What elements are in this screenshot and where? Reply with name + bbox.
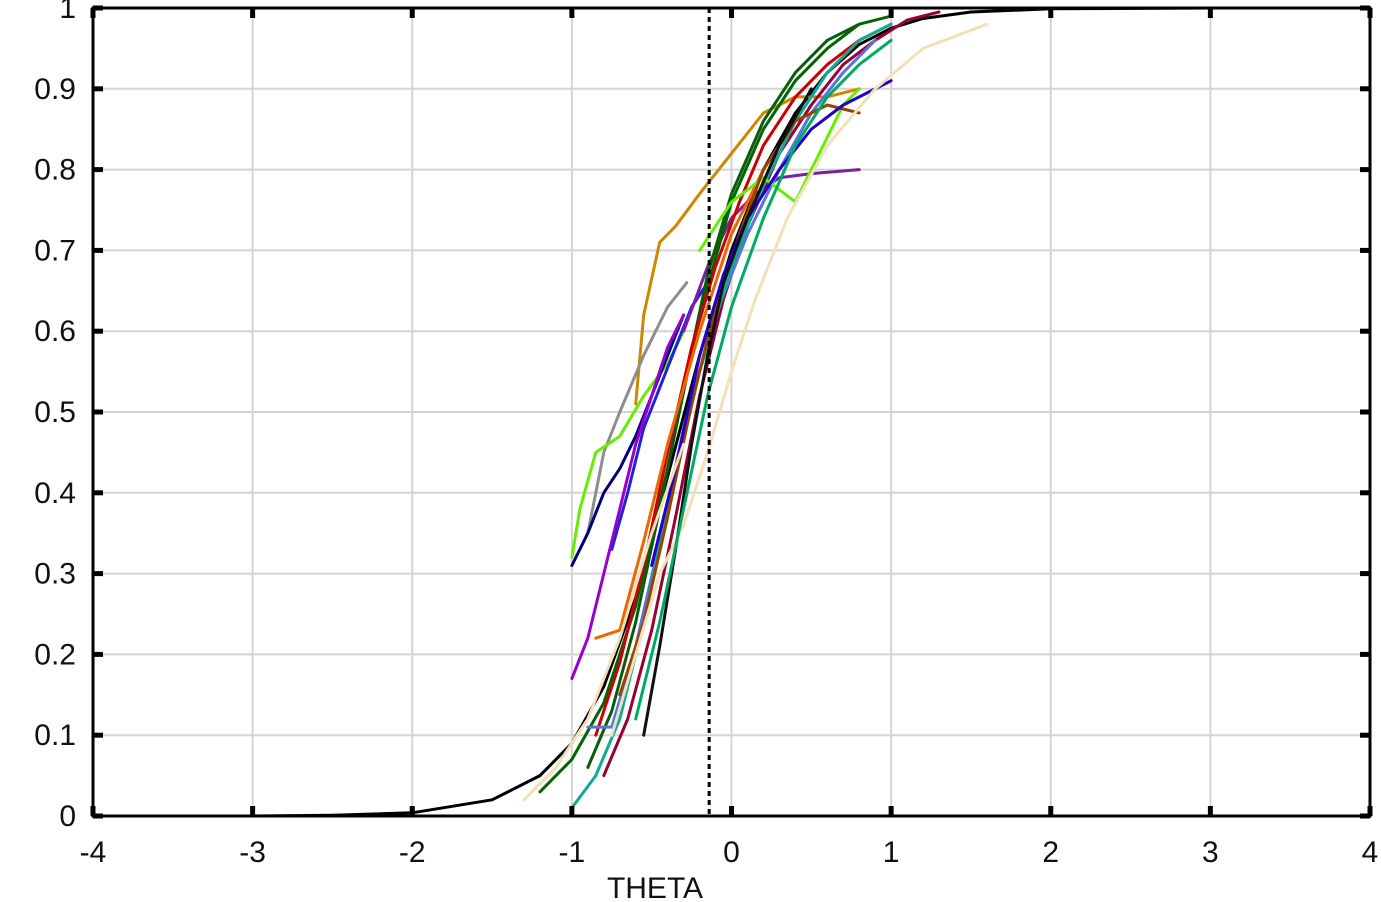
series-line bbox=[698, 87, 861, 252]
y-tick-label: 0.2 bbox=[34, 638, 76, 671]
x-tick-label: 1 bbox=[883, 836, 900, 869]
y-tick-label: 0.5 bbox=[34, 396, 76, 429]
y-tick-label: 0.6 bbox=[34, 315, 76, 348]
y-tick-label: 0.7 bbox=[34, 234, 76, 267]
x-tick-label: -1 bbox=[559, 836, 586, 869]
y-tick-label: 0.9 bbox=[34, 73, 76, 106]
y-tick-label: 1 bbox=[59, 0, 76, 25]
y-tick-label: 0.3 bbox=[34, 558, 76, 591]
y-tick-label: 0.4 bbox=[34, 477, 76, 510]
x-tick-label: -4 bbox=[80, 836, 107, 869]
x-tick-label: 2 bbox=[1042, 836, 1059, 869]
x-tick-label: -3 bbox=[239, 836, 266, 869]
y-tick-label: 0.8 bbox=[34, 154, 76, 187]
x-axis-title: THETA bbox=[607, 872, 703, 902]
y-tick-label: 0.1 bbox=[34, 719, 76, 752]
series-line bbox=[642, 87, 813, 737]
x-tick-label: 3 bbox=[1202, 836, 1219, 869]
series-line bbox=[522, 442, 686, 802]
x-tick-label: 0 bbox=[723, 836, 740, 869]
y-tick-labels: 0 0.1 0.2 0.3 0.4 0.5 0.6 0.7 0.8 0.9 1 bbox=[34, 0, 76, 833]
series-line bbox=[570, 313, 686, 681]
series-line bbox=[594, 22, 893, 737]
series-line bbox=[570, 313, 686, 567]
series-line bbox=[586, 281, 689, 535]
series-line bbox=[570, 329, 686, 559]
series-line bbox=[586, 22, 861, 769]
tick-marks bbox=[90, 5, 1373, 819]
series-line bbox=[634, 38, 893, 721]
series-line bbox=[610, 22, 989, 737]
series-line bbox=[538, 14, 893, 794]
x-tick-label: -2 bbox=[399, 836, 426, 869]
y-tick-label: 0 bbox=[59, 800, 76, 833]
x-tick-label: 4 bbox=[1362, 836, 1379, 869]
series-layer bbox=[91, 6, 1372, 818]
x-tick-labels: -4 -3 -2 -1 0 1 2 3 4 bbox=[80, 836, 1379, 869]
